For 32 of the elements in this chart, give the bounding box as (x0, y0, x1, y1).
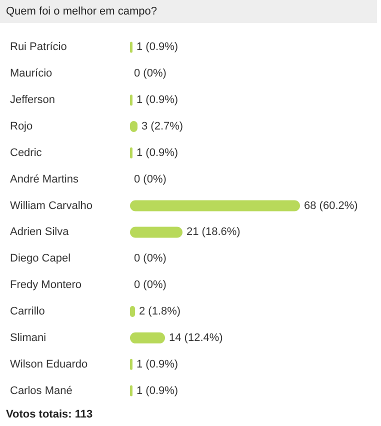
data-label: 21 (18.6%) (186, 226, 240, 238)
text: Votos totais: 113 (6, 408, 93, 420)
data-label: 3 (2.7%) (142, 120, 184, 132)
y-tick-label: Maurício (10, 68, 52, 80)
data-label: 68 (60.2%) (304, 200, 358, 212)
y-tick-label: Fredy Montero (10, 279, 82, 292)
y-tick-label: Carlos Mané (10, 384, 72, 397)
y-tick-label: William Carvalho (10, 200, 93, 212)
y-tick-label: Jefferson (10, 94, 56, 106)
data-label: 1 (0.9%) (136, 358, 178, 370)
y-tick-label: Cedric (10, 146, 42, 159)
y-tick-label: Wilson Eduardo (10, 358, 88, 370)
data-label: 0 (0%) (134, 279, 166, 292)
y-tick-label: Carrillo (10, 306, 45, 318)
data-label: 0 (0%) (134, 173, 166, 186)
data-label: 14 (12.4%) (169, 332, 223, 344)
bar (130, 226, 182, 238)
data-label: 0 (0%) (134, 252, 166, 265)
data-label: 0 (0%) (134, 68, 166, 80)
y-tick-label: Rojo (10, 120, 33, 132)
y-tick-label: Diego Capel (10, 252, 71, 265)
data-label: 1 (0.9%) (136, 384, 178, 397)
chart-title: Quem foi o melhor em campo? (6, 6, 158, 18)
data-label: 2 (1.8%) (139, 306, 181, 318)
y-tick-label: Slimani (10, 332, 46, 344)
data-label: 1 (0.9%) (136, 94, 178, 106)
y-tick-label: André Martins (10, 173, 79, 186)
y-tick-label: Rui Patrício (10, 41, 67, 54)
bar (130, 200, 300, 212)
data-label: 1 (0.9%) (136, 146, 178, 159)
data-label: 1 (0.9%) (136, 41, 178, 54)
y-tick-label: Adrien Silva (10, 226, 70, 238)
